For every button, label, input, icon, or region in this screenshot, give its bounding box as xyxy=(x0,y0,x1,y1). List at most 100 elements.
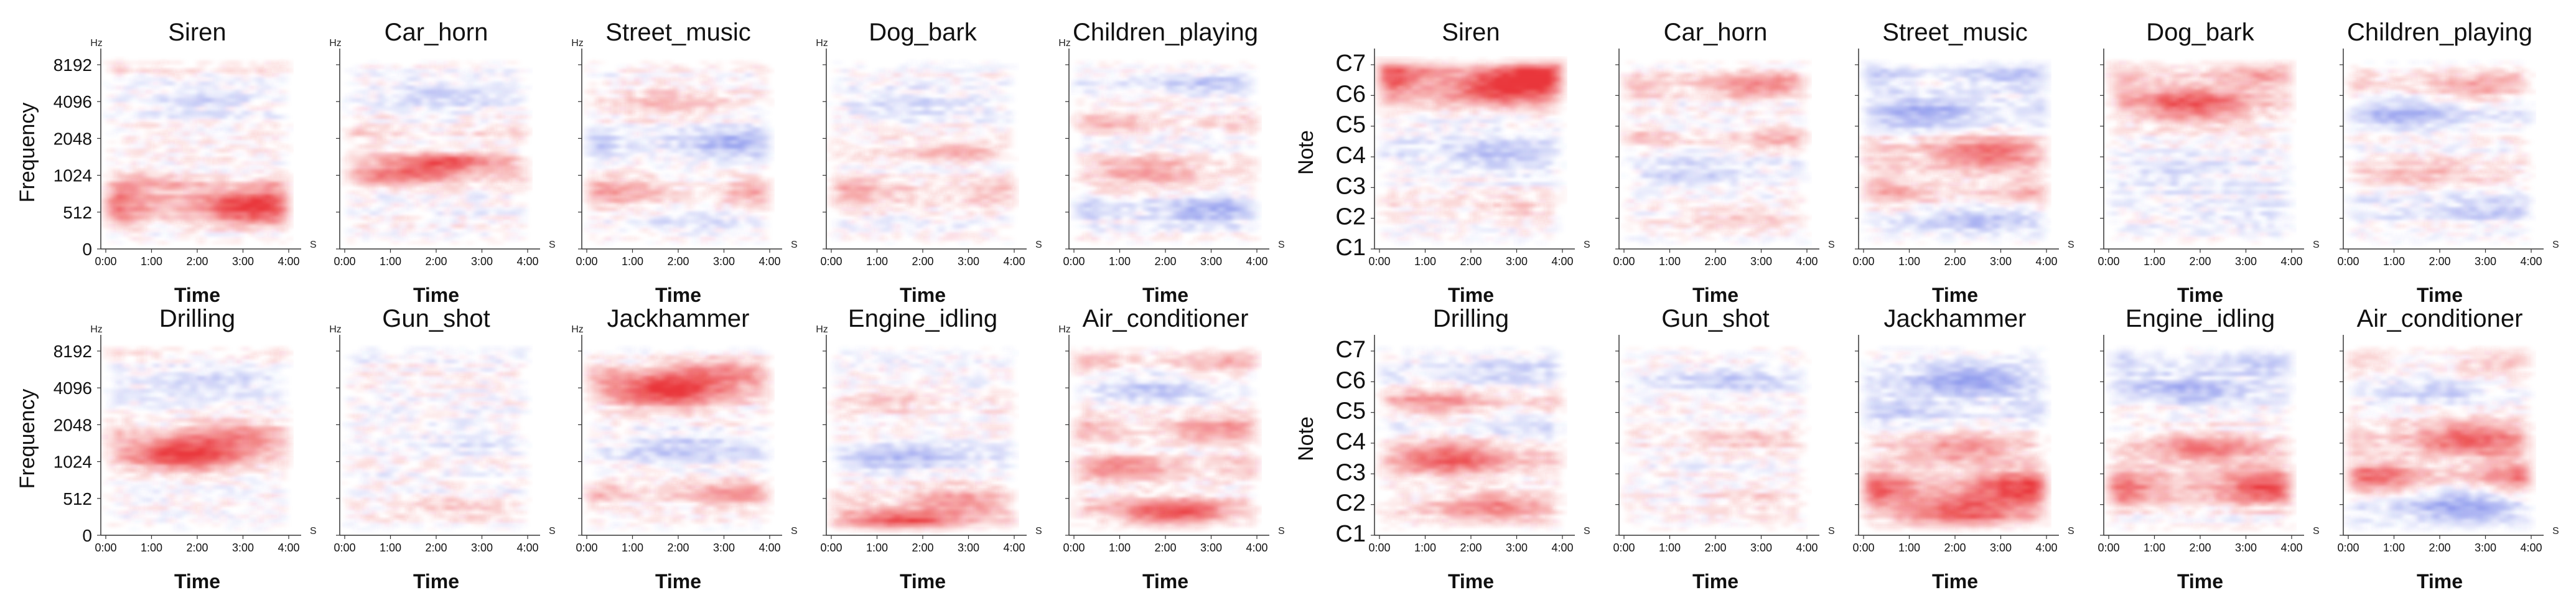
heatmap-cell xyxy=(227,384,235,388)
y-tick-label: 1024 xyxy=(54,166,92,185)
heatmap-cell xyxy=(1158,64,1166,69)
heatmap-cell xyxy=(175,127,183,132)
heatmap-cell xyxy=(1165,219,1174,225)
heatmap-cell xyxy=(982,94,990,98)
heatmap-cell xyxy=(279,346,287,351)
heatmap-cell xyxy=(700,110,709,115)
heatmap-cell xyxy=(611,236,620,241)
heatmap-cell xyxy=(256,106,264,111)
heatmap-cell xyxy=(219,223,228,228)
heatmap-cell xyxy=(204,350,213,355)
heatmap-cell xyxy=(715,136,724,141)
heatmap-cell xyxy=(518,90,526,94)
heatmap-cell xyxy=(465,207,474,212)
heatmap-cell xyxy=(1106,115,1114,120)
heatmap-cell xyxy=(204,372,213,377)
heatmap-cell xyxy=(848,169,857,174)
heatmap-cell xyxy=(391,219,399,225)
heatmap-cell xyxy=(271,152,279,157)
heatmap-cell xyxy=(421,232,429,237)
heatmap-cell xyxy=(1083,127,1092,132)
heatmap-cell xyxy=(641,81,649,86)
heatmap-cell xyxy=(1239,185,1248,191)
heatmap-cell xyxy=(115,346,124,351)
heatmap-cell xyxy=(190,219,198,225)
heatmap-cell xyxy=(974,161,982,166)
heatmap-cell xyxy=(1172,73,1181,78)
heatmap-cell xyxy=(1225,93,1233,98)
heatmap-cell xyxy=(641,93,649,98)
heatmap-cell xyxy=(226,367,235,372)
heatmap-cell xyxy=(885,228,894,233)
heatmap-cell xyxy=(833,131,842,136)
heatmap-cell xyxy=(510,102,518,107)
heatmap-cell xyxy=(197,392,205,398)
heatmap-cell xyxy=(510,161,518,166)
heatmap-cell xyxy=(167,136,175,140)
heatmap-cell xyxy=(730,148,738,153)
heatmap-cell xyxy=(182,110,190,115)
heatmap-cell xyxy=(271,161,279,166)
heatmap-cell xyxy=(108,396,116,401)
heatmap-cell xyxy=(458,127,467,132)
heatmap-cell xyxy=(870,102,879,107)
heatmap-cell xyxy=(138,392,146,398)
heatmap-cell xyxy=(510,131,518,136)
x-unit-label: S xyxy=(549,240,556,250)
heatmap-cell xyxy=(626,102,634,107)
heatmap-cell xyxy=(130,139,139,145)
heatmap-cell xyxy=(967,232,975,237)
heatmap-cell xyxy=(145,430,153,435)
heatmap-cell xyxy=(641,68,649,73)
heatmap-cell xyxy=(596,165,605,170)
heatmap-cell xyxy=(219,190,228,195)
heatmap-cell xyxy=(833,169,842,174)
heatmap-cell xyxy=(234,375,243,381)
heatmap-cell xyxy=(960,119,968,123)
heatmap-cell xyxy=(1165,139,1174,145)
heatmap-cell xyxy=(175,161,183,166)
heatmap-cell xyxy=(878,123,886,128)
heatmap-cell xyxy=(1143,182,1151,187)
heatmap-cell xyxy=(915,194,923,199)
heatmap-cell xyxy=(450,194,459,199)
heatmap-cell xyxy=(123,219,131,225)
heatmap-cell xyxy=(481,60,489,65)
heatmap-cell xyxy=(1143,119,1151,124)
heatmap-cell xyxy=(989,73,997,78)
heatmap-cell xyxy=(1217,173,1225,178)
heatmap-cell xyxy=(518,156,526,161)
heatmap-cell xyxy=(945,177,953,182)
heatmap-cell xyxy=(286,65,294,69)
heatmap-cell xyxy=(633,139,642,145)
heatmap-cell xyxy=(286,219,294,225)
heatmap-cell xyxy=(663,123,671,128)
heatmap-cell xyxy=(414,148,422,153)
heatmap-cell xyxy=(153,224,161,228)
heatmap-cell xyxy=(145,115,153,120)
heatmap-cell xyxy=(473,177,482,182)
heatmap-cell xyxy=(234,106,243,111)
heatmap-cell xyxy=(1113,169,1121,174)
heatmap-cell xyxy=(1012,190,1019,195)
heatmap-cell xyxy=(391,232,399,237)
heatmap-cell xyxy=(1180,185,1188,191)
heatmap-cell xyxy=(1239,194,1248,199)
heatmap-cell xyxy=(856,215,864,220)
heatmap-cell xyxy=(752,98,760,102)
heatmap-cell xyxy=(271,211,279,216)
heatmap-cell xyxy=(130,219,139,225)
heatmap-cell xyxy=(1180,64,1188,69)
heatmap-cell xyxy=(1084,60,1092,65)
heatmap-cell xyxy=(108,60,116,65)
heatmap-cell xyxy=(752,115,760,120)
heatmap-cell xyxy=(286,194,294,199)
heatmap-cell xyxy=(414,182,422,187)
heatmap-cell xyxy=(1180,110,1188,115)
heatmap-cell xyxy=(450,89,459,95)
heatmap-cell xyxy=(1202,161,1211,166)
heatmap-cell xyxy=(1232,136,1240,141)
heatmap-cell xyxy=(848,202,857,208)
heatmap-cell xyxy=(503,68,511,73)
heatmap-cell xyxy=(856,169,864,174)
